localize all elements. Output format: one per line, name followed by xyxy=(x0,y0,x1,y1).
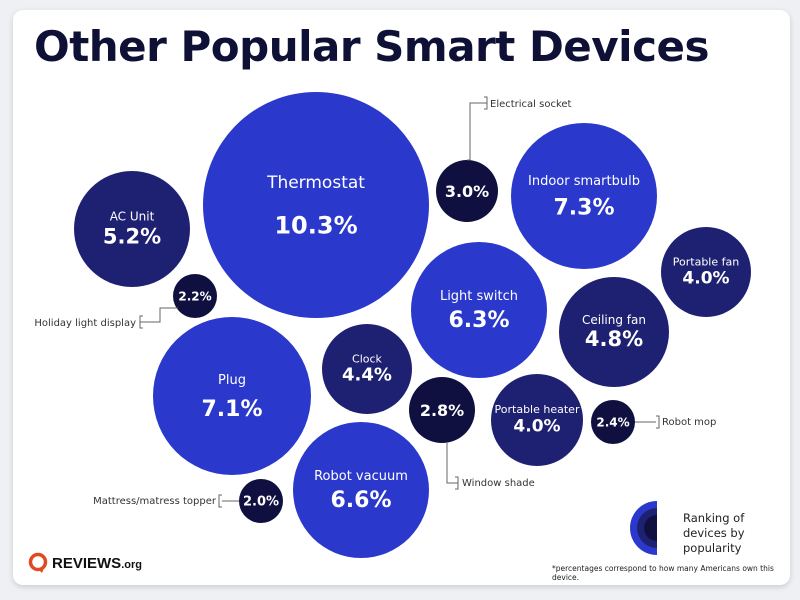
bubble-value-robot-vacuum: 6.6% xyxy=(330,488,391,513)
bubble-name-plug: Plug xyxy=(218,373,246,388)
leader-label-window-shade: Window shade xyxy=(462,478,535,489)
bubble-value-light-switch: 6.3% xyxy=(448,308,509,333)
bubble-thermostat xyxy=(203,92,429,318)
bubble-name-thermostat: Thermostat xyxy=(266,173,365,193)
bubble-indoor-smartbulb xyxy=(511,123,657,269)
leader-line-electrical-socket xyxy=(467,96,488,161)
bubble-value-ceiling-fan: 4.8% xyxy=(585,327,643,351)
leader-label-holiday-light-display: Holiday light display xyxy=(34,318,136,329)
leader-label-robot-mop: Robot mop xyxy=(662,417,716,428)
bubble-robot-vacuum xyxy=(293,422,429,558)
bubble-name-ceiling-fan: Ceiling fan xyxy=(582,313,646,327)
leader-label-mattress-matress-topper: Mattress/matress topper xyxy=(93,496,217,507)
reviews-logo: REVIEWS.org xyxy=(28,552,142,574)
bubble-portable-heater xyxy=(491,374,583,466)
bubble-plug xyxy=(153,317,311,475)
bubble-value-clock: 4.4% xyxy=(342,364,392,385)
bubble-ac-unit xyxy=(74,171,190,287)
bubble-value-holiday-light-display: 2.2% xyxy=(178,289,211,303)
bubble-name-clock: Clock xyxy=(352,352,383,365)
leader-line-holiday-light-display xyxy=(139,307,178,329)
bubble-electrical-socket xyxy=(436,160,498,222)
bubble-window-shade xyxy=(409,377,475,443)
bubble-value-portable-heater: 4.0% xyxy=(513,417,560,437)
bubble-portable-fan xyxy=(661,227,751,317)
legend-label: Ranking of devices by popularity xyxy=(683,511,745,555)
leader-label-electrical-socket: Electrical socket xyxy=(490,99,572,110)
logo-text: REVIEWS xyxy=(52,554,122,572)
bubble-value-robot-mop: 2.4% xyxy=(596,415,629,429)
bubble-value-electrical-socket: 3.0% xyxy=(445,182,489,201)
bubble-value-mattress-matress-topper: 2.0% xyxy=(243,495,279,510)
bubble-value-thermostat: 10.3% xyxy=(274,211,357,239)
logo-q-icon xyxy=(28,552,48,573)
bubble-value-window-shade: 2.8% xyxy=(420,401,464,420)
logo-suffix: .org xyxy=(121,558,142,571)
leader-line-mattress-matress-topper xyxy=(218,494,239,508)
chart-title: Other Popular Smart Devices xyxy=(34,22,709,71)
bubble-mattress-matress-topper xyxy=(239,479,283,523)
bubble-name-ac-unit: AC Unit xyxy=(110,209,155,223)
bubble-name-light-switch: Light switch xyxy=(440,289,518,304)
bubble-value-ac-unit: 5.2% xyxy=(103,225,161,249)
bubble-name-robot-vacuum: Robot vacuum xyxy=(314,469,408,484)
bubble-holiday-light-display xyxy=(173,274,217,318)
bubble-value-plug: 7.1% xyxy=(201,397,262,422)
bubble-name-portable-heater: Portable heater xyxy=(495,403,580,416)
footnote: *percentages correspond to how many Amer… xyxy=(552,564,774,582)
bubble-clock xyxy=(322,324,412,414)
leader-line-robot-mop xyxy=(635,415,660,429)
bubble-value-indoor-smartbulb: 7.3% xyxy=(553,195,614,220)
bubble-ceiling-fan xyxy=(559,277,669,387)
leader-line-window-shade xyxy=(446,443,459,490)
bubble-robot-mop xyxy=(591,400,635,444)
bubble-name-indoor-smartbulb: Indoor smartbulb xyxy=(528,174,640,189)
bubble-light-switch xyxy=(411,242,547,378)
legend-ring-2 xyxy=(644,515,657,541)
bubble-value-portable-fan: 4.0% xyxy=(682,268,729,288)
bubble-name-portable-fan: Portable fan xyxy=(673,255,739,268)
